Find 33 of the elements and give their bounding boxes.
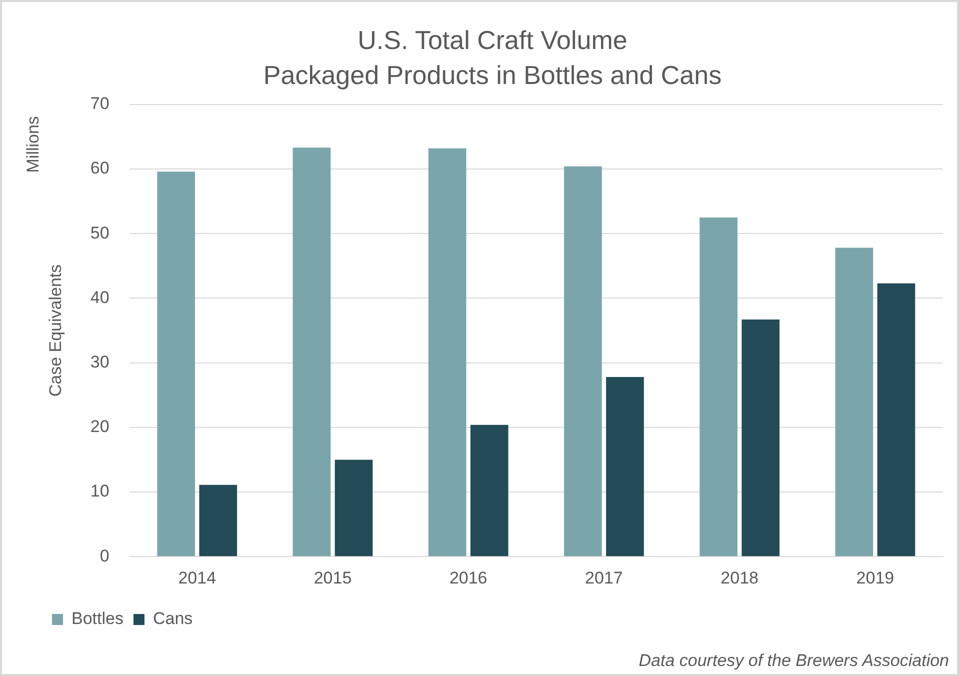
y-tick-label: 10 bbox=[90, 482, 110, 501]
text: Millions bbox=[24, 116, 43, 173]
bar bbox=[157, 172, 196, 556]
bar bbox=[835, 248, 874, 556]
bar bbox=[199, 484, 238, 556]
bar bbox=[292, 148, 331, 556]
x-tick-label: 2016 bbox=[449, 568, 488, 588]
legend-label: Bottles bbox=[72, 609, 124, 628]
y-tick-label: 50 bbox=[90, 223, 110, 242]
text: Data courtesy of the Brewers Association bbox=[638, 651, 949, 670]
chart-title: U.S. Total Craft Volume bbox=[358, 24, 628, 55]
x-tick-label: 2017 bbox=[585, 568, 623, 588]
chart-subtitle: Packaged Products in Bottles and Cans bbox=[263, 60, 722, 90]
y-tick-label: 0 bbox=[100, 546, 110, 566]
x-tick-label: 2019 bbox=[856, 568, 894, 588]
bar bbox=[877, 283, 916, 556]
y-tick-label: 60 bbox=[90, 158, 110, 178]
y-tick-label: 20 bbox=[90, 417, 110, 436]
bar bbox=[470, 424, 508, 556]
bar bbox=[428, 148, 466, 556]
y-tick-label: 40 bbox=[90, 288, 110, 307]
bar bbox=[742, 320, 780, 556]
bar bbox=[334, 460, 373, 556]
bar bbox=[564, 166, 602, 556]
legend-label: Cans bbox=[152, 609, 193, 628]
y-axis-title: Case Equivalents bbox=[46, 264, 65, 397]
y-tick-label: 70 bbox=[90, 94, 110, 114]
bar bbox=[606, 377, 644, 556]
bar bbox=[700, 217, 738, 556]
x-tick-label: 2014 bbox=[178, 568, 216, 588]
y-tick-label: 30 bbox=[90, 352, 110, 372]
x-tick-label: 2015 bbox=[314, 568, 352, 588]
x-tick-label: 2018 bbox=[720, 568, 758, 588]
